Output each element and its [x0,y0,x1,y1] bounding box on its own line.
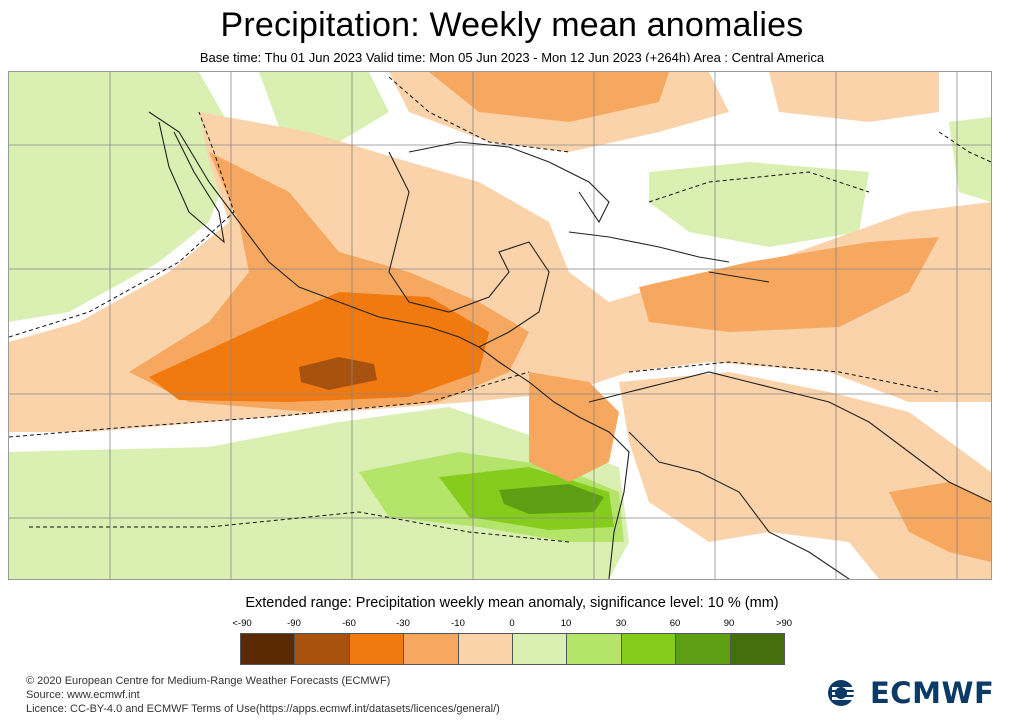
source-text: Source: www.ecmwf.int [26,689,140,701]
legend-label: 10 [560,618,572,629]
dry-zone-colombia [619,372,991,579]
wet-zone-south [9,407,629,579]
legend-label: -10 [451,618,465,629]
anomaly-map [8,71,992,580]
dry-zone-topright [769,72,939,122]
legend-swatch [295,634,350,664]
ecmwf-logo-icon [828,680,862,706]
legend-color-bar [240,633,785,665]
legend-swatch [404,634,459,664]
legend-swatch [349,634,405,664]
legend-label: <-90 [232,618,252,629]
wet-zone-south-core [499,484,604,514]
wet-zone-east [949,117,991,202]
dry-zone-colombia-mid [889,482,991,562]
wet-zone-north [259,72,389,142]
ecmwf-logo-text: ECMWF [870,676,995,710]
dry-zone-pacific-strong [149,292,489,402]
dry-zone-pacific-core [299,357,377,390]
legend-swatch [241,634,296,664]
legend-label: -30 [396,618,410,629]
legend-swatch [458,634,514,664]
credits: © 2020 European Centre for Medium-Range … [26,674,500,716]
legend-label: -60 [342,618,356,629]
legend-label: 90 [723,618,735,629]
legend-label: 0 [509,618,515,629]
legend-label: -90 [287,618,301,629]
map-svg [9,72,991,579]
ecmwf-logo: ECMWF [826,676,994,710]
legend-swatch [730,634,785,664]
significance-contours [9,76,991,543]
legend-swatch [676,634,731,664]
legend-swatch [513,634,568,664]
dry-zone-top-center [429,72,669,122]
licence-text: Licence: CC-BY-4.0 and ECMWF Terms of Us… [26,703,500,715]
chart-subtitle: Base time: Thu 01 Jun 2023 Valid time: M… [199,50,825,62]
map-gridlines [9,72,991,579]
legend-swatch [621,634,677,664]
legend-label: >90 [775,618,793,629]
legend-label: 30 [615,618,627,629]
legend-label: 60 [669,618,681,629]
legend-swatch [567,634,622,664]
chart-title: Precipitation: Weekly mean anomalies [220,6,804,44]
coastlines [148,111,991,579]
copyright-text: © 2020 European Centre for Medium-Range … [26,675,391,687]
legend-title: Extended range: Precipitation weekly mea… [245,595,779,611]
dry-zone-caribbean [639,237,939,332]
wet-zone-northwest [9,72,239,322]
legend-labels: <-90 -90 -60 -30 -10 0 10 30 60 90 >90 [212,618,812,630]
